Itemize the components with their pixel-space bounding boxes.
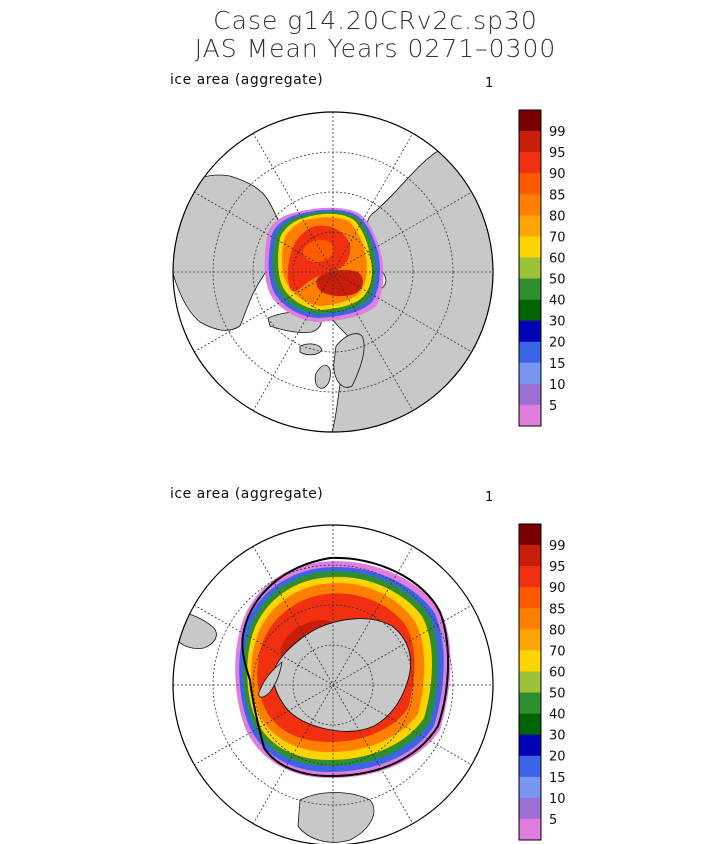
colorbar-tick-label: 30 <box>549 729 566 744</box>
colorbar-swatch <box>519 194 541 216</box>
colorbar-tick-label: 80 <box>549 623 566 638</box>
colorbar-tick-label: 30 <box>549 315 566 330</box>
colorbar-tick-label: 95 <box>549 146 566 161</box>
panel-number-north: 1 <box>485 76 494 91</box>
colorbar-swatch <box>519 341 541 364</box>
colorbar-north: 99 95 90 85 80 70 60 50 40 30 20 15 10 5 <box>518 109 566 427</box>
colorbar-swatch <box>519 152 541 174</box>
colorbar-frame <box>518 109 542 427</box>
colorbar-tick-label: 15 <box>549 357 566 372</box>
north-land-britain <box>314 364 331 389</box>
south-land-peninsula <box>258 661 283 698</box>
colorbar-swatch <box>519 383 541 406</box>
colorbar-swatch <box>519 671 541 693</box>
south-land-antarctica <box>273 618 411 732</box>
colorbar-tick-label: 10 <box>549 378 566 393</box>
colorbar-swatch <box>519 173 541 195</box>
colorbar-swatch <box>519 776 541 799</box>
colorbar-swatch <box>519 404 541 427</box>
north-ice-band-90 <box>302 239 334 263</box>
north-land-iceland <box>299 343 323 356</box>
colorbar-tick-label: 99 <box>549 125 566 140</box>
colorbar-swatch <box>519 131 541 153</box>
colorbar-south: 99 95 90 85 80 70 60 50 40 30 20 15 10 5 <box>518 523 566 841</box>
colorbar-tick-label: 85 <box>549 602 566 617</box>
colorbar-tick-label: 40 <box>549 708 566 723</box>
north-map-border <box>172 111 494 433</box>
colorbar-tick-label: 10 <box>549 792 566 807</box>
colorbar-swatch <box>519 608 541 630</box>
south-map-border <box>172 524 494 844</box>
colorbar-tick-label: 95 <box>549 560 566 575</box>
colorbar-swatch <box>519 692 541 714</box>
colorbar-swatch <box>519 755 541 778</box>
colorbar-swatch <box>519 215 541 237</box>
colorbar-tick-label: 80 <box>549 209 566 224</box>
colorbar-tick-label: 40 <box>549 294 566 309</box>
colorbar-swatch <box>519 566 541 588</box>
north-land-scandinavia <box>333 333 365 388</box>
south-map <box>172 524 494 844</box>
colorbar-swatch <box>519 545 541 567</box>
colorbar-swatch <box>519 236 541 258</box>
colorbar-tick-label: 70 <box>549 644 566 659</box>
colorbar-tick-label: 99 <box>549 539 566 554</box>
colorbar-swatch <box>519 362 541 385</box>
colorbar-swatch <box>519 278 541 300</box>
colorbar-swatch <box>519 734 541 757</box>
colorbar-swatch <box>519 587 541 609</box>
colorbar-tick-label: 90 <box>549 167 566 182</box>
colorbar-frame <box>518 523 542 841</box>
north-graticule <box>173 112 493 432</box>
colorbar-tick-label: 5 <box>549 813 557 828</box>
colorbar-swatch <box>519 320 541 343</box>
panel-number-south: 1 <box>485 490 494 505</box>
colorbar-swatch <box>519 629 541 651</box>
colorbar-tick-label: 5 <box>549 399 557 414</box>
north-ice-field <box>264 207 384 322</box>
panel-label-north: ice area (aggregate) <box>170 72 324 88</box>
south-land-australia <box>297 792 375 843</box>
colorbar-tick-label: 50 <box>549 687 566 702</box>
colorbar-swatch <box>519 299 541 321</box>
colorbar-tick-label: 20 <box>549 750 566 765</box>
colorbar-swatch <box>519 797 541 820</box>
colorbar-tick-label: 85 <box>549 188 566 203</box>
colorbar-tick-label: 60 <box>549 251 566 266</box>
colorbar-tick-label: 50 <box>549 273 566 288</box>
north-map <box>172 111 494 433</box>
colorbar-tick-label: 70 <box>549 230 566 245</box>
panel-label-south: ice area (aggregate) <box>170 486 324 502</box>
chart-subtitle: JAS Mean Years 0271–0300 <box>194 34 557 63</box>
chart-title: Case g14.20CRv2c.sp30 <box>213 6 538 35</box>
colorbar-tick-label: 90 <box>549 581 566 596</box>
colorbar-tick-label: 15 <box>549 771 566 786</box>
colorbar-swatch <box>519 713 541 735</box>
colorbar-tick-label: 60 <box>549 665 566 680</box>
colorbar-swatch <box>519 524 541 546</box>
south-observed-ice-edge <box>241 556 450 778</box>
colorbar-swatch <box>519 818 541 841</box>
colorbar-swatch <box>519 110 541 132</box>
colorbar-swatch <box>519 650 541 672</box>
south-graticule <box>173 525 493 844</box>
colorbar-tick-label: 20 <box>549 336 566 351</box>
colorbar-swatch <box>519 257 541 279</box>
